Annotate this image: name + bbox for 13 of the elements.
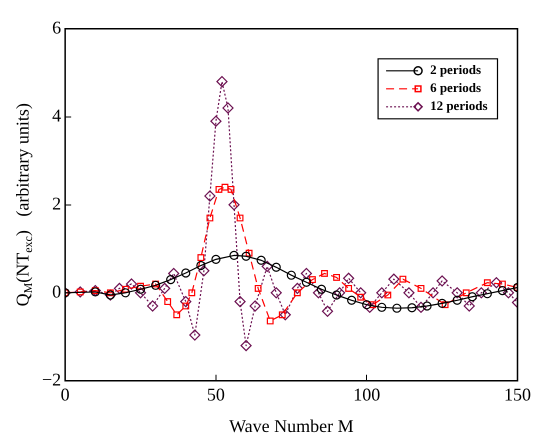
- x-axis-title: Wave Number M: [229, 416, 354, 436]
- legend-label: 12 periods: [430, 98, 488, 114]
- x-tick-label: 50: [206, 384, 225, 404]
- y-axis-title: QM(NTexc) (arbitrary units): [12, 103, 36, 306]
- x-tick-label: 150: [504, 384, 531, 404]
- y-tick-label: 0: [52, 282, 62, 302]
- y-tick-label: 6: [52, 18, 62, 38]
- x-tick-label: 100: [353, 384, 380, 404]
- y-tick-label: 4: [52, 106, 62, 126]
- legend-label: 2 periods: [430, 62, 481, 78]
- y-tick-label: 2: [52, 194, 62, 214]
- y-tick-label: −2: [42, 370, 62, 390]
- legend-label: 6 periods: [430, 80, 481, 96]
